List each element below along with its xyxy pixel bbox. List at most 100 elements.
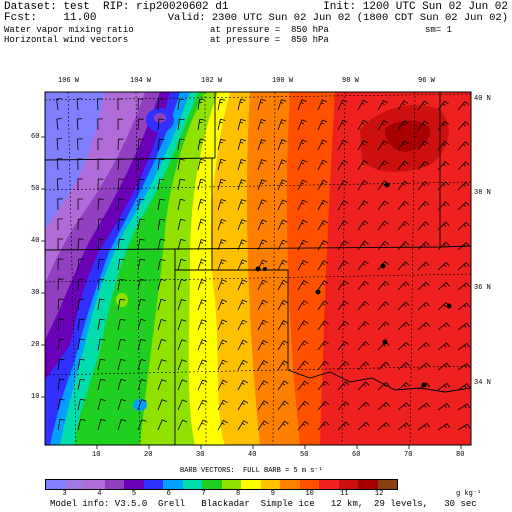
wind-barb <box>397 120 409 131</box>
wind-barb <box>157 138 165 151</box>
wind-barb <box>357 180 369 191</box>
wind-barb <box>257 259 268 271</box>
wind-barb <box>177 258 186 271</box>
wind-barb <box>197 198 206 211</box>
colorbar-label: 6 <box>166 490 171 498</box>
wind-barb <box>77 418 86 431</box>
wind-barb <box>337 401 350 411</box>
wind-barb <box>137 298 146 311</box>
wind-barb <box>217 259 227 271</box>
lon-label: 100 W <box>272 77 294 85</box>
wind-barb <box>357 200 369 211</box>
lat-label: 40 N <box>474 95 491 103</box>
wind-barb <box>377 381 390 391</box>
wind-barb <box>57 398 65 411</box>
wind-barb <box>297 239 308 251</box>
x-tick-label: 70 <box>404 451 413 459</box>
wind-barb <box>457 262 470 271</box>
wind-barb <box>77 198 84 211</box>
colorbar-label: 8 <box>236 490 241 498</box>
wind-barb <box>77 138 83 151</box>
wind-barb <box>417 281 430 291</box>
wind-barb <box>197 98 205 111</box>
wind-barb <box>217 339 228 351</box>
wind-barb <box>457 423 471 431</box>
wind-barb <box>197 218 206 231</box>
colorbar <box>45 479 398 490</box>
wind-barb <box>437 161 450 171</box>
colorbar-cell <box>163 480 183 489</box>
wind-barb <box>377 160 389 171</box>
wind-barb <box>197 279 207 291</box>
wind-barb <box>217 319 228 331</box>
wind-barb <box>97 118 103 131</box>
wind-barb <box>157 278 166 291</box>
wind-barb <box>317 260 329 271</box>
wind-barb <box>297 219 308 231</box>
wind-barb <box>417 342 430 351</box>
wind-barb <box>457 221 470 231</box>
wind-barb <box>277 360 289 371</box>
wind-barb <box>177 319 187 331</box>
x-tick-label: 50 <box>300 451 309 459</box>
wind-barb <box>457 242 470 251</box>
lon-label: 102 W <box>201 77 223 85</box>
wind-barb <box>217 218 227 231</box>
wind-barb <box>457 100 470 111</box>
wind-barb <box>437 241 450 251</box>
wind-barb <box>297 400 309 411</box>
wind-barb <box>357 139 369 151</box>
wind-barb <box>117 198 125 211</box>
wind-barb <box>177 138 185 151</box>
wind-barb <box>117 258 125 271</box>
wind-barb <box>177 118 185 131</box>
wind-barb <box>237 359 248 371</box>
colorbar-cell <box>280 480 300 489</box>
wind-barb <box>157 339 167 351</box>
field2-name: Horizontal wind vectors <box>4 35 129 45</box>
state-borders <box>44 92 472 445</box>
wind-barb <box>97 218 104 231</box>
plot-frame <box>44 91 472 446</box>
colorbar-cell <box>221 480 241 489</box>
colorbar-cell <box>319 480 339 489</box>
wind-barb <box>217 419 228 431</box>
wind-barb <box>357 421 370 431</box>
wind-barb <box>357 99 368 111</box>
field2-level: at pressure = 850 hPa <box>210 35 329 45</box>
wind-barb <box>397 422 411 431</box>
wind-barb <box>157 399 167 411</box>
wind-barb <box>437 403 451 411</box>
wind-barb <box>317 179 328 191</box>
wind-barb <box>417 422 431 431</box>
wind-barb <box>117 278 125 291</box>
wind-barb <box>297 259 309 271</box>
wind-barb <box>117 238 125 251</box>
wind-barb <box>257 400 269 411</box>
wind-barb <box>277 279 288 291</box>
wind-barb <box>177 359 187 371</box>
forecast-hour: Fcst: 11.00 <box>4 12 97 24</box>
wind-barb <box>357 361 370 371</box>
wind-barb <box>177 158 185 171</box>
wind-barb <box>437 281 450 291</box>
colorbar-label: 9 <box>270 490 275 498</box>
wind-barb <box>197 379 208 391</box>
wind-barb <box>217 198 227 211</box>
wind-barb <box>397 220 410 231</box>
wind-barb <box>277 420 289 431</box>
wind-barb <box>217 399 228 411</box>
wind-barb <box>257 279 268 291</box>
wind-barb <box>177 279 187 291</box>
wind-barb <box>417 241 430 251</box>
wind-barb <box>257 339 268 351</box>
field1-level: at pressure = 850 hPa <box>210 25 329 35</box>
wind-barb <box>397 200 409 211</box>
x-tick-label: 80 <box>456 451 465 459</box>
axis-ticks <box>41 136 462 449</box>
wind-barb <box>57 418 65 431</box>
wind-barb <box>277 400 289 411</box>
wind-barb <box>217 379 228 391</box>
wind-barb <box>277 119 287 131</box>
wind-barb <box>277 179 288 191</box>
